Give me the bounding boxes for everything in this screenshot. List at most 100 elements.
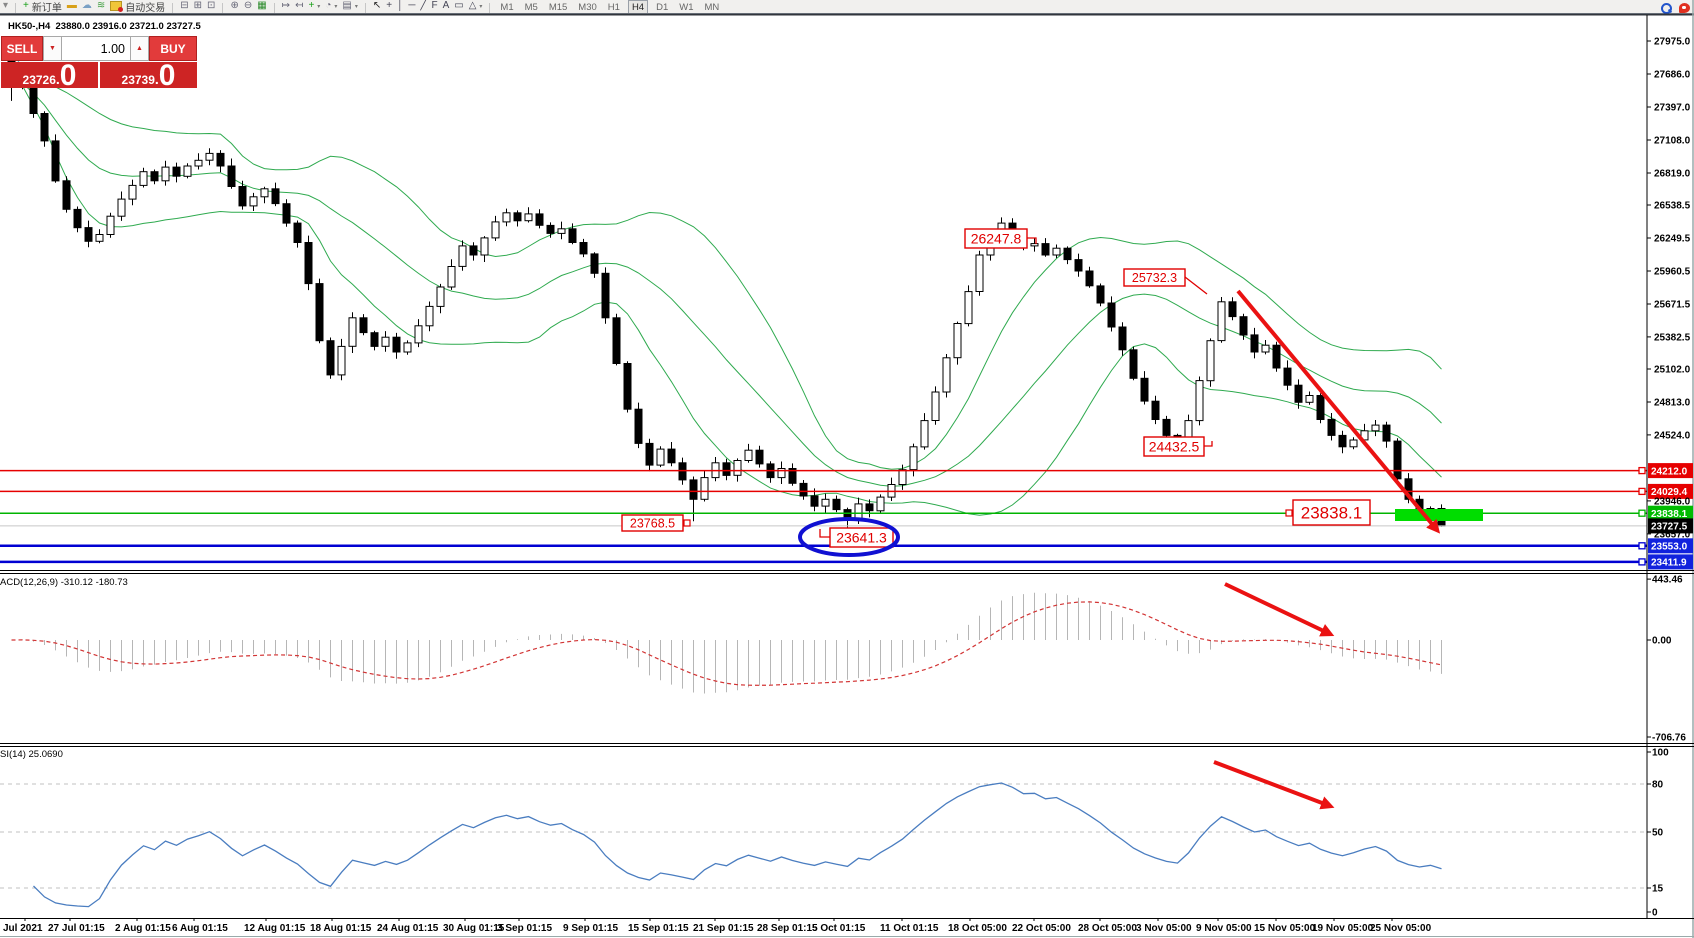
volume-decrease-button[interactable]: ▼ bbox=[43, 36, 62, 61]
chart-bars-icon[interactable]: ⊟ bbox=[180, 0, 188, 13]
annotation-label[interactable]: 26247.8 bbox=[971, 231, 1022, 247]
periods-button-glyph: ◔ bbox=[325, 0, 332, 11]
timeframe-m5[interactable]: M5 bbox=[524, 2, 538, 13]
price-tick: 27108.0 bbox=[1654, 136, 1691, 147]
search-icon[interactable] bbox=[1661, 3, 1672, 14]
hline-anchor[interactable] bbox=[1638, 558, 1646, 566]
vertical-line-icon-glyph: │ bbox=[397, 0, 404, 11]
cursor-icon-glyph: ↖ bbox=[372, 0, 382, 11]
zoom-out-icon-glyph: ⊖ bbox=[243, 0, 253, 11]
timeframe-mn[interactable]: MN bbox=[704, 2, 720, 13]
add-indicator-button[interactable]: + ▾ bbox=[308, 0, 320, 13]
fibonacci-icon-glyph: F bbox=[431, 0, 438, 11]
trend-arrow[interactable] bbox=[1213, 760, 1335, 810]
price-tick: 27975.0 bbox=[1654, 37, 1691, 48]
price-label-bg bbox=[1648, 463, 1693, 479]
buy-price-small: 23739 bbox=[121, 73, 155, 87]
price-axis[interactable]: 27975.0 27686.0 27397.0 27108.0 26819.0 26538… bbox=[1646, 15, 1691, 918]
trend-arrow[interactable] bbox=[1236, 289, 1441, 534]
macd-tick: 443.46 bbox=[1652, 575, 1683, 586]
label-icon[interactable]: ▭ bbox=[454, 0, 463, 13]
autotrade-button[interactable]: 自动交易 bbox=[110, 0, 165, 13]
trend-arrow[interactable] bbox=[1224, 582, 1335, 637]
annotation-label-box[interactable] bbox=[1292, 499, 1371, 526]
tile-windows-icon[interactable]: ▦ bbox=[257, 0, 266, 13]
sell-button[interactable]: SELL bbox=[1, 36, 43, 61]
trendline-icon[interactable]: ╱ bbox=[420, 0, 426, 13]
sell-price[interactable]: 23726. 0 bbox=[1, 62, 98, 88]
ellipse-annotation[interactable] bbox=[798, 517, 900, 557]
toolbar-separator bbox=[15, 3, 17, 13]
annotation-label[interactable]: 23768.5 bbox=[630, 517, 675, 531]
horizontal-line-icon[interactable]: ─ bbox=[408, 0, 415, 13]
templates-button[interactable]: ▤ ▾ bbox=[342, 0, 357, 13]
sell-price-dot: . bbox=[55, 71, 60, 87]
chart-line-icon-glyph: ⊡ bbox=[207, 0, 216, 11]
prev-toolbar-icon[interactable]: ▾ bbox=[3, 0, 8, 13]
annotation-label[interactable]: 23838.1 bbox=[1301, 504, 1362, 523]
annotation-connector bbox=[1027, 237, 1037, 244]
zoom-in-icon[interactable]: ⊕ bbox=[230, 0, 238, 13]
annotation-label[interactable]: 25732.3 bbox=[1132, 271, 1177, 285]
annotation-connector bbox=[1184, 276, 1208, 295]
price-tick: 23946.0 bbox=[1654, 496, 1691, 507]
new-order-button[interactable]: + 新订单 bbox=[23, 0, 62, 14]
shapes-button[interactable]: △ ▾ bbox=[469, 0, 483, 13]
buy-price[interactable]: 23739. 0 bbox=[100, 62, 197, 88]
hline-anchor[interactable] bbox=[1638, 466, 1646, 475]
chart-shift-icon-glyph: ↤ bbox=[295, 0, 304, 11]
timeframe-m15[interactable]: M15 bbox=[548, 2, 568, 13]
timeframe-h4[interactable]: H4 bbox=[627, 0, 649, 13]
timeframe-m1[interactable]: M1 bbox=[500, 2, 514, 13]
gold-icon[interactable]: ▬ bbox=[67, 0, 77, 13]
chart-candles-icon[interactable]: ⊞ bbox=[194, 0, 202, 13]
timeframe-h1[interactable]: H1 bbox=[607, 2, 620, 13]
caret-down-icon: ▾ bbox=[334, 3, 338, 10]
annotation-connector bbox=[1204, 441, 1213, 447]
zoom-out-icon[interactable]: ⊖ bbox=[244, 0, 252, 13]
toolbar-separator bbox=[222, 3, 224, 13]
cursor-icon[interactable]: ↖ bbox=[373, 0, 381, 13]
vertical-line-icon[interactable]: │ bbox=[397, 0, 403, 13]
toolbar-separator bbox=[172, 3, 174, 13]
price-tick: 23657.0 bbox=[1654, 529, 1691, 540]
rsi-tick: 0 bbox=[1652, 908, 1658, 919]
price-tick: 25382.5 bbox=[1654, 332, 1691, 343]
annotation-label[interactable]: 23641.3 bbox=[836, 530, 887, 546]
time-axis[interactable]: Jul 2021 27 Jul 01:15 2 Aug 01:15 6 Aug 01:… bbox=[0, 918, 1694, 934]
annotations[interactable]: 26247.8 25732.3 24432.5 23768.5 23641.3 23838… bbox=[621, 228, 1483, 810]
tile-windows-icon-glyph: ▦ bbox=[257, 0, 267, 11]
signal-icon[interactable]: ≋ bbox=[97, 0, 105, 13]
chart-shift-icon[interactable]: ↤ bbox=[295, 0, 303, 13]
time-tick: 3 Sep 01:15 bbox=[497, 923, 552, 934]
chart-candles-icon-glyph: ⊞ bbox=[193, 0, 203, 11]
hline-anchor[interactable] bbox=[1638, 542, 1646, 550]
price-tick: 26249.5 bbox=[1654, 234, 1691, 245]
macd-signal-line bbox=[11, 601, 1442, 686]
add-indicator-button-glyph: + bbox=[308, 0, 315, 11]
cloud-icon-glyph: ☁ bbox=[81, 0, 92, 11]
annotation-label[interactable]: 24432.5 bbox=[1149, 439, 1200, 455]
timeframe-m30[interactable]: M30 bbox=[578, 2, 597, 13]
periods-button[interactable]: ◔ ▾ bbox=[325, 0, 337, 13]
hline-anchor[interactable] bbox=[1638, 509, 1646, 517]
volume-input[interactable]: 1.00 bbox=[62, 36, 130, 61]
hline-anchor[interactable] bbox=[1638, 487, 1646, 496]
fibonacci-icon[interactable]: F bbox=[431, 0, 437, 13]
horizontal-lines[interactable]: 24212.0 24029.4 23838.1 23727.5 23553.0 23411… bbox=[0, 463, 1693, 570]
text-icon[interactable]: A bbox=[443, 0, 450, 13]
timeframe-w1[interactable]: W1 bbox=[679, 2, 694, 13]
volume-increase-button[interactable]: ▲ bbox=[130, 36, 149, 61]
chart-line-icon[interactable]: ⊡ bbox=[207, 0, 215, 13]
notification-icon[interactable] bbox=[1679, 3, 1690, 13]
crosshair-icon[interactable]: + bbox=[386, 0, 392, 13]
buy-button[interactable]: BUY bbox=[149, 36, 197, 61]
annotation-label-box[interactable] bbox=[621, 514, 684, 532]
timeframe-d1[interactable]: D1 bbox=[656, 2, 669, 13]
support-zone[interactable] bbox=[1395, 509, 1483, 521]
time-tick: 24 Aug 01:15 bbox=[377, 923, 439, 934]
time-tick: 12 Aug 01:15 bbox=[244, 923, 306, 934]
cloud-icon[interactable]: ☁ bbox=[82, 0, 92, 13]
auto-scroll-icon[interactable]: ↦ bbox=[282, 0, 290, 13]
